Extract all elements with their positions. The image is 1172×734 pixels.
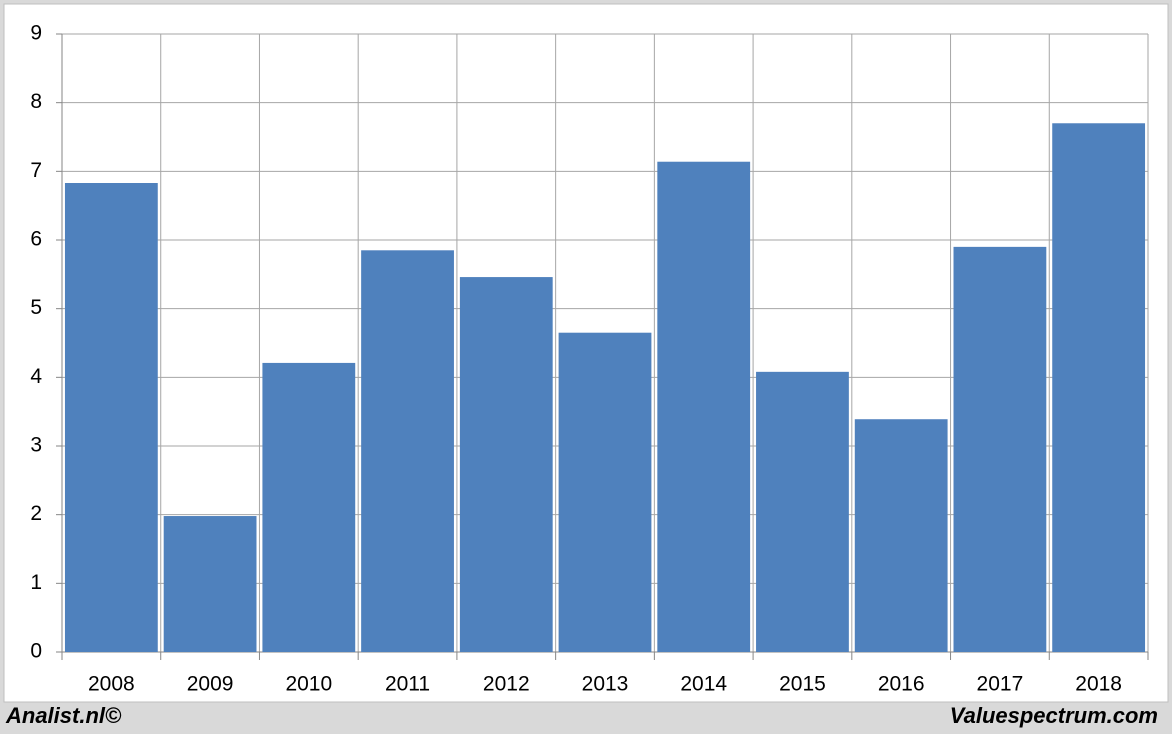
x-tick-label: 2008: [88, 673, 135, 696]
bar: [657, 161, 751, 652]
source-left: Analist.nl©: [5, 703, 122, 728]
bar: [361, 250, 454, 653]
y-tick-label: 7: [30, 159, 42, 182]
y-tick-label: 8: [30, 90, 42, 113]
bar: [756, 371, 849, 652]
y-tick-label: 4: [30, 365, 42, 388]
x-tick-label: 2017: [977, 673, 1024, 696]
bar: [854, 419, 948, 652]
bar: [163, 516, 257, 652]
x-tick-label: 2010: [285, 673, 332, 696]
bar: [1052, 123, 1146, 653]
y-tick-label: 1: [30, 571, 42, 594]
x-tick-label: 2016: [878, 673, 925, 696]
bar: [953, 246, 1047, 652]
source-right: Valuespectrum.com: [950, 703, 1158, 728]
x-tick-label: 2015: [779, 673, 826, 696]
bar: [558, 332, 652, 652]
y-tick-label: 9: [30, 22, 42, 45]
x-tick-label: 2009: [187, 673, 234, 696]
y-tick-label: 3: [30, 434, 42, 457]
bar: [262, 362, 356, 652]
y-tick-label: 5: [30, 296, 42, 319]
y-tick-label: 2: [30, 502, 42, 525]
bar: [64, 183, 158, 653]
x-tick-label: 2011: [385, 673, 430, 696]
x-tick-label: 2012: [483, 673, 530, 696]
x-tick-label: 2014: [680, 673, 727, 696]
y-tick-label: 0: [30, 640, 42, 663]
x-tick-label: 2013: [582, 673, 629, 696]
bar: [459, 277, 553, 652]
y-tick-label: 6: [30, 228, 42, 251]
x-tick-label: 2018: [1075, 673, 1122, 696]
